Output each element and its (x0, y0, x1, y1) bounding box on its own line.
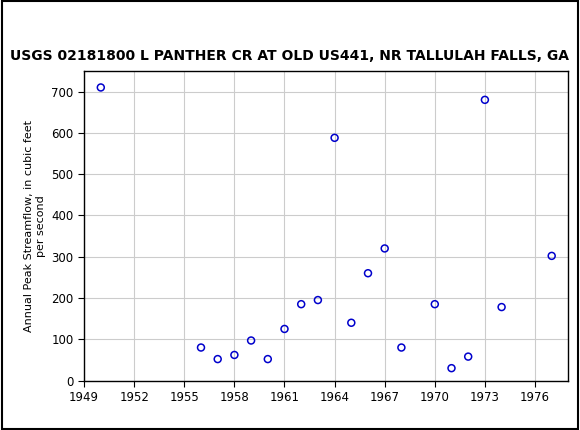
Text: USGS 02181800 L PANTHER CR AT OLD US441, NR TALLULAH FALLS, GA: USGS 02181800 L PANTHER CR AT OLD US441,… (10, 49, 570, 63)
Point (263, 356, 273, 362)
Point (363, 270, 372, 276)
Point (380, 245, 389, 252)
Text: ▒USGS: ▒USGS (10, 10, 60, 31)
Point (230, 351, 239, 358)
Point (547, 252, 556, 259)
Point (246, 337, 256, 344)
Y-axis label: Annual Peak Streamflow, in cubic feet
per second: Annual Peak Streamflow, in cubic feet pe… (24, 120, 46, 332)
Point (430, 301, 440, 307)
Point (213, 356, 222, 362)
Point (347, 319, 356, 326)
Point (313, 297, 322, 304)
Point (296, 301, 306, 307)
Point (280, 326, 289, 332)
Point (96, 84, 106, 91)
Point (497, 304, 506, 310)
Point (397, 344, 406, 351)
Point (447, 365, 456, 372)
Point (480, 96, 490, 103)
Point (330, 135, 339, 141)
Point (463, 353, 473, 360)
Point (197, 344, 206, 351)
